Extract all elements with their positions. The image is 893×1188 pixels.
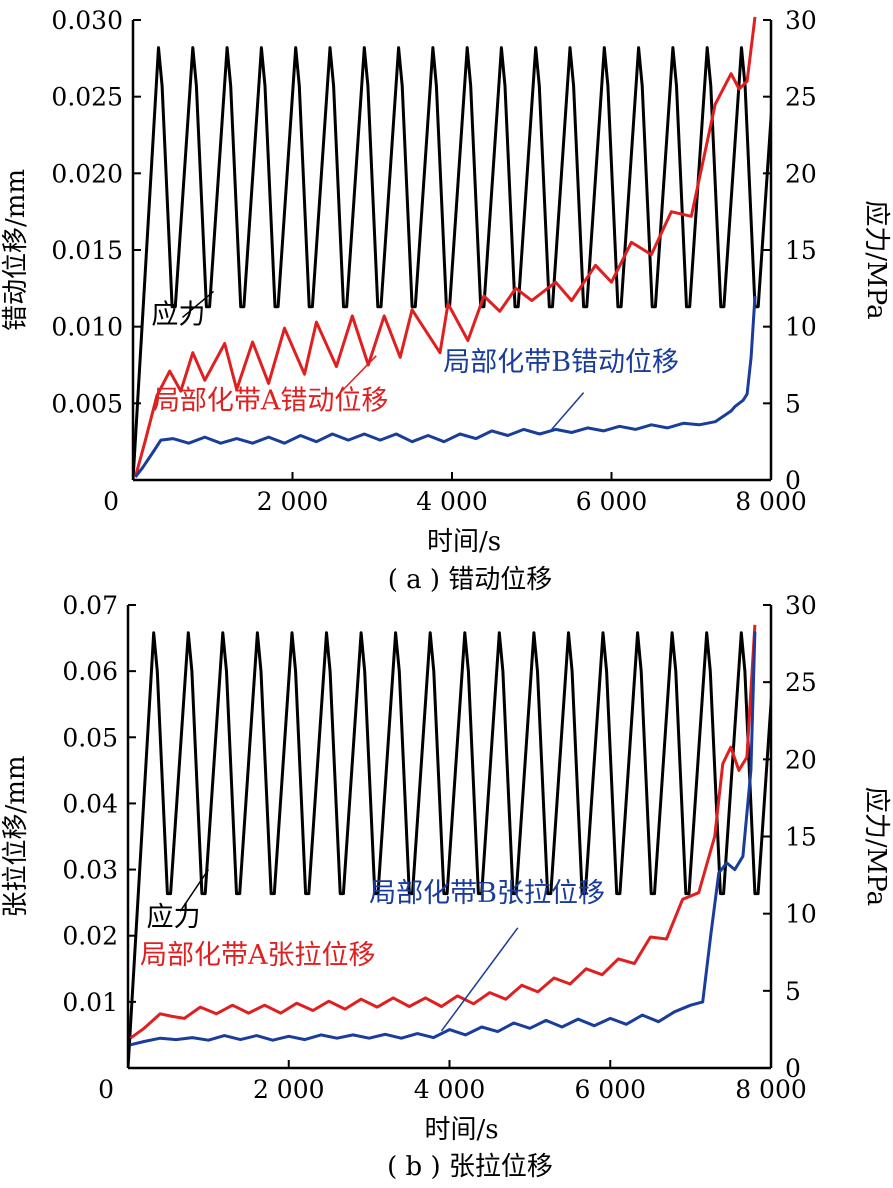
- chart-b-y-right-tick-label: 25: [785, 668, 817, 697]
- chart-b-y-right-tick-label: 15: [785, 823, 817, 852]
- chart-a-zone-b-leader-line: [551, 392, 585, 430]
- chart-b-x-tick-label: 4 000: [414, 1075, 486, 1104]
- chart-b-x-tick-label: 2 000: [253, 1075, 325, 1104]
- chart-b-y-left-tick-label: 0.03: [62, 856, 118, 885]
- chart-a-y-right-tick-label: 30: [785, 6, 817, 35]
- chart-a-x-tick-label: 6 000: [576, 487, 648, 516]
- chart-a-y-right-tick-label: 15: [785, 236, 817, 265]
- chart-a-y-left-tick-label: 0.010: [51, 313, 123, 342]
- chart-a-zone-b-annotation: 局部化带B错动位移: [443, 347, 679, 378]
- chart-a-stress-annotation: 应力: [151, 300, 205, 331]
- chart-a-zone-a-leader-line: [339, 355, 377, 394]
- chart-a-y-left-tick-label: 0.025: [51, 83, 123, 112]
- chart-a-zone-b-series: [134, 295, 757, 478]
- chart-b-x-tick-label: 0: [98, 1075, 114, 1104]
- chart-b-x-tick-label: 6 000: [574, 1075, 646, 1104]
- chart-a-x-tick-label: 4 000: [416, 487, 488, 516]
- chart-a-y-left-tick-label: 0.005: [51, 389, 123, 418]
- chart-a-stress-leader-line: [181, 290, 215, 319]
- chart-a-zone-a-series: [133, 16, 757, 478]
- chart-a-zone-a-annotation: 局部化带A错动位移: [153, 385, 389, 416]
- chart-b-y-left-axis-title: 张拉位移/mm: [1, 755, 31, 917]
- chart-a-caption: ( a ) 错动位移: [388, 565, 553, 595]
- chart-a-x-tick-label: 8 000: [735, 487, 807, 516]
- chart-b-y-right-tick-label: 10: [785, 900, 817, 929]
- chart-a-y-right-tick-label: 5: [785, 389, 801, 418]
- chart-b-stress-series: [128, 631, 772, 1068]
- chart-a-plot-area: [133, 16, 772, 480]
- chart-b-y-right-axis-title: 应力/MPa: [861, 787, 891, 906]
- chart-a-y-right-tick-label: 20: [785, 159, 817, 188]
- chart-a-y-left-axis-title: 错动位移/mm: [1, 169, 31, 331]
- chart-b-y-left-tick-label: 0.04: [62, 789, 118, 818]
- chart-b-y-left-tick-label: 0.02: [62, 922, 118, 951]
- chart-a-y-right-tick-label: 25: [785, 83, 817, 112]
- chart-b-x-tick-label: 8 000: [735, 1075, 807, 1104]
- chart-b-y-right-tick-label: 5: [785, 977, 801, 1006]
- chart-a-y-left-tick-label: 0.015: [51, 236, 123, 265]
- chart-b-zone-b-leader-line: [440, 927, 519, 1032]
- chart-a-y-right-tick-label: 0: [785, 466, 801, 495]
- chart-b-y-right-tick-label: 30: [785, 591, 817, 620]
- chart-a-x-tick-label: 2 000: [257, 487, 329, 516]
- chart-b-zone-b-series: [130, 631, 757, 1047]
- chart-b-y-left-tick-label: 0.05: [62, 723, 118, 752]
- chart-a-shear-displacement: 0 2 000 4 000 6 000 8 000 0.005 0.010 0.015 0.02…: [1, 6, 891, 595]
- chart-a-y-right-axis-title: 应力/MPa: [861, 200, 891, 319]
- chart-b-zone-b-annotation: 局部化带B张拉位移: [369, 878, 605, 909]
- chart-b-caption: ( b ) 张拉位移: [387, 1152, 553, 1182]
- chart-b-plot-area: [128, 624, 772, 1068]
- chart-b-zone-a-series: [129, 624, 757, 1040]
- chart-a-y-left-tick-label: 0.030: [51, 6, 123, 35]
- chart-a-y-left-tick-label: 0.020: [51, 159, 123, 188]
- chart-b-y-left-tick-label: 0.06: [62, 657, 118, 686]
- chart-a-y-right-tick-label: 10: [785, 313, 817, 342]
- chart-b-y-left-tick-label: 0.01: [62, 988, 118, 1017]
- chart-b-y-right-tick-label: 20: [785, 745, 817, 774]
- chart-a-stress-series: [133, 46, 772, 480]
- chart-b-x-axis-title: 时间/s: [424, 1115, 498, 1145]
- chart-b-zone-a-annotation: 局部化带A张拉位移: [140, 940, 376, 971]
- chart-b-y-right-tick-label: 0: [785, 1054, 801, 1083]
- chart-b-tensile-displacement: 0 2 000 4 000 6 000 8 000 0.01 0.02 0.03 0.04 0.0…: [1, 591, 891, 1182]
- chart-a-x-axis-title: 时间/s: [427, 527, 501, 557]
- chart-b-y-left-tick-label: 0.07: [62, 591, 118, 620]
- chart-a-x-tick-label: 0: [103, 487, 119, 516]
- chart-b-stress-leader-line: [179, 869, 209, 912]
- chart-b-stress-annotation: 应力: [146, 902, 200, 933]
